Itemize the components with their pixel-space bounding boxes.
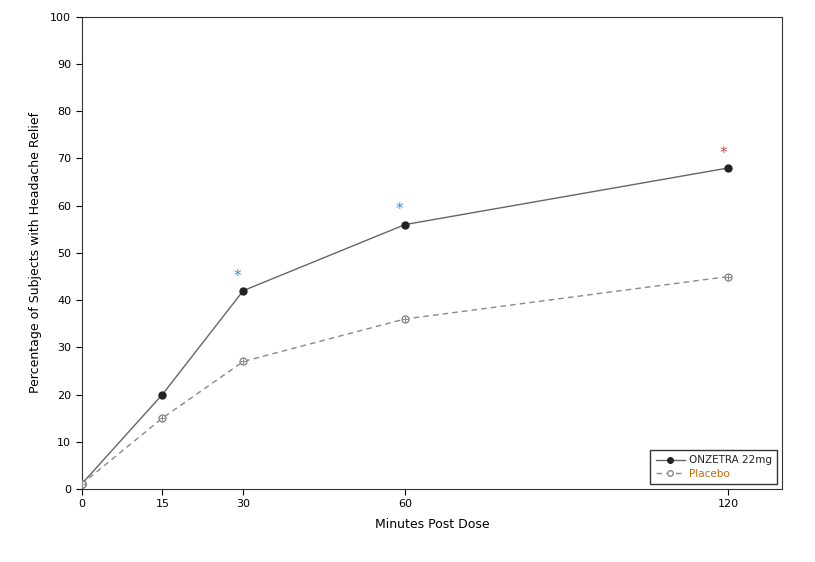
- Text: *: *: [234, 269, 242, 284]
- Text: *: *: [396, 202, 403, 217]
- Y-axis label: Percentage of Subjects with Headache Relief: Percentage of Subjects with Headache Rel…: [29, 112, 42, 393]
- X-axis label: Minutes Post Dose: Minutes Post Dose: [375, 518, 489, 531]
- Legend: ONZETRA 22mg, Placebo: ONZETRA 22mg, Placebo: [650, 450, 778, 484]
- Text: *: *: [720, 146, 727, 161]
